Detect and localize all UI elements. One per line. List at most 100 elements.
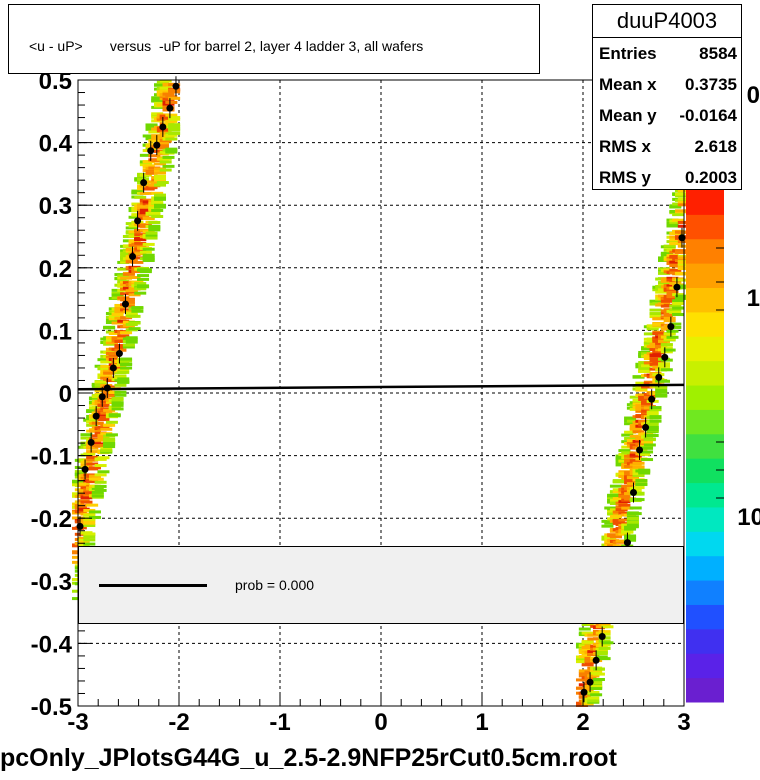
histogram-cell <box>108 414 121 418</box>
histogram-cell <box>148 130 161 134</box>
histogram-cell <box>669 260 682 264</box>
histogram-cell <box>598 657 611 661</box>
palette-segment <box>686 580 724 605</box>
histogram-cell <box>575 703 588 707</box>
palette-segment <box>686 238 724 264</box>
histogram-cell <box>168 96 181 100</box>
palette-segment <box>686 628 724 654</box>
histogram-cell <box>83 532 96 536</box>
histogram-cell <box>125 340 138 344</box>
histogram-cell <box>660 343 673 347</box>
histogram-cell <box>672 301 685 305</box>
histogram-cell <box>103 394 116 398</box>
histogram-cell <box>117 334 130 338</box>
histogram-cell <box>162 155 175 159</box>
histogram-cell <box>581 646 594 650</box>
x-tick-label: 1 <box>475 709 488 736</box>
histogram-cell <box>624 538 637 542</box>
histogram-cell <box>86 446 99 450</box>
histogram-cell <box>139 250 152 254</box>
histogram-cell <box>652 360 665 364</box>
histogram-cell <box>159 139 172 143</box>
histogram-cell <box>587 696 600 700</box>
histogram-cell <box>638 471 651 475</box>
y-tick-label: 0.4 <box>39 131 73 158</box>
palette-segment <box>686 214 724 240</box>
histogram-cell <box>117 335 130 339</box>
stats-key: RMS y <box>599 168 651 187</box>
histogram-cell <box>618 449 631 453</box>
histogram-cell <box>649 299 662 303</box>
palette-segment <box>686 482 724 508</box>
profile-point <box>92 412 100 420</box>
palette-segment <box>686 190 724 215</box>
histogram-cell <box>111 293 124 297</box>
stats-value: 0.2003 <box>685 168 737 187</box>
histogram-cell <box>618 511 631 515</box>
histogram-cell <box>142 257 155 261</box>
y-tick-label: -0.5 <box>31 694 72 721</box>
palette-segment <box>686 458 724 484</box>
histogram-cell <box>660 299 673 303</box>
histogram-cell <box>151 201 164 205</box>
histogram-cell <box>663 316 676 320</box>
histogram-cell <box>154 183 167 187</box>
histogram-cell <box>629 434 642 438</box>
histogram-cell <box>669 255 682 259</box>
histogram-cell <box>97 358 110 362</box>
histogram-cell <box>100 364 113 368</box>
histogram-cell <box>592 672 605 676</box>
histogram-cell <box>103 423 116 427</box>
histogram-cell <box>142 253 155 257</box>
histogram-cell <box>151 99 164 103</box>
histogram-cell <box>581 689 594 693</box>
histogram-cell <box>86 423 99 427</box>
histogram-cell <box>111 312 124 316</box>
stats-row-mean-y: Mean y -0.0164 <box>599 101 737 131</box>
histogram-cell <box>111 321 124 325</box>
histogram-cell <box>114 393 127 397</box>
profile-point <box>172 82 180 90</box>
histogram-cell <box>145 186 158 190</box>
histogram-cell <box>114 345 127 349</box>
histogram-cell <box>139 270 152 274</box>
histogram-cell <box>669 308 682 312</box>
y-tick-label: 0.3 <box>39 193 72 220</box>
histogram-cell <box>581 640 594 644</box>
histogram-cell <box>592 678 605 682</box>
legend-label: prob = 0.000 <box>235 577 315 593</box>
histogram-cell <box>626 520 639 524</box>
histogram-cell <box>618 494 631 498</box>
histogram-cell <box>111 407 124 411</box>
histogram-cell <box>120 363 133 367</box>
histogram-cell <box>649 325 662 329</box>
histogram-cell <box>117 380 130 384</box>
histogram-cell <box>111 398 124 402</box>
histogram-cell <box>88 429 101 433</box>
histogram-cell <box>168 131 181 135</box>
histogram-cell <box>621 530 634 534</box>
histogram-cell <box>94 473 107 477</box>
histogram-cell <box>134 287 147 291</box>
histogram-cell <box>154 101 167 105</box>
profile-point <box>586 678 594 686</box>
histogram-cell <box>575 686 588 690</box>
histogram-cell <box>624 534 637 538</box>
histogram-cell <box>629 506 642 510</box>
histogram-cell <box>669 310 682 314</box>
y-tick-label: -0.2 <box>31 506 72 533</box>
histogram-cell <box>86 462 99 466</box>
y-tick-label: -0.1 <box>31 444 72 471</box>
histogram-cell <box>139 184 152 188</box>
histogram-cell <box>114 310 127 314</box>
histogram-cell <box>80 477 93 481</box>
histogram-cell <box>621 451 634 455</box>
histogram-cell <box>131 256 144 260</box>
histogram-cell <box>674 209 687 213</box>
histogram-cell <box>154 162 167 166</box>
stats-key: Mean x <box>599 75 657 94</box>
profile-point <box>642 423 650 431</box>
profile-point <box>109 364 117 372</box>
legend-line-swatch <box>99 584 207 587</box>
histogram-cell <box>168 90 181 94</box>
